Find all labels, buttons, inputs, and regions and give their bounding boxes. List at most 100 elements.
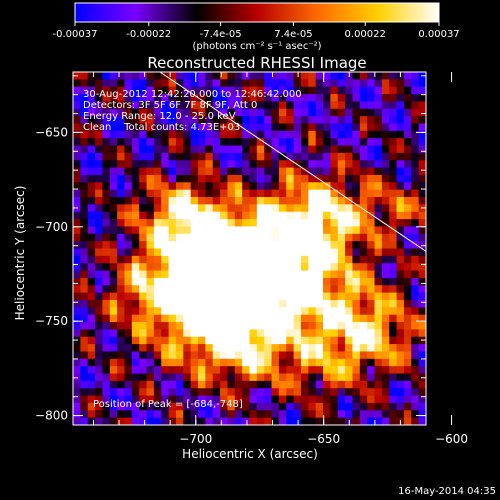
- heatmap-cell: [87, 314, 96, 323]
- heatmap-cell: [183, 116, 192, 124]
- heatmap-cell: [73, 130, 81, 139]
- heatmap-cell: [352, 351, 361, 360]
- heatmap-cell: [124, 373, 133, 382]
- heatmap-cell: [278, 233, 287, 242]
- heatmap-cell: [403, 270, 412, 279]
- heatmap-cell: [403, 292, 412, 301]
- heatmap-cell: [367, 292, 375, 301]
- heatmap-cell: [102, 248, 111, 257]
- heatmap-cell: [117, 160, 125, 168]
- heatmap-cell: [308, 167, 317, 176]
- heatmap-cell: [278, 322, 287, 330]
- heatmap-cell: [220, 160, 228, 168]
- heatmap-cell: [374, 130, 383, 139]
- heatmap-cell: [411, 108, 420, 117]
- heatmap-cell: [337, 329, 346, 338]
- heatmap-cell: [418, 336, 426, 345]
- heatmap-cell: [367, 373, 375, 382]
- heatmap-cell: [227, 285, 236, 294]
- heatmap-cell: [124, 329, 133, 338]
- heatmap-cell: [418, 219, 426, 227]
- heatmap-cell: [175, 130, 184, 139]
- heatmap-cell: [87, 358, 96, 367]
- heatmap-cell: [95, 299, 103, 308]
- heatmap-cell: [212, 160, 221, 168]
- heatmap-cell: [212, 329, 221, 338]
- heatmap-cell: [109, 299, 118, 308]
- heatmap-cell: [418, 138, 426, 146]
- heatmap-cell: [411, 145, 420, 154]
- heatmap-cell: [80, 314, 89, 323]
- heatmap-cell: [153, 307, 162, 316]
- heatmap-cell: [234, 248, 243, 257]
- heatmap-cell: [323, 138, 331, 146]
- heatmap-cell: [198, 299, 206, 308]
- heatmap-cell: [234, 402, 243, 411]
- heatmap-cell: [87, 138, 96, 146]
- heatmap-cell: [286, 241, 295, 249]
- heatmap-cell: [293, 233, 302, 242]
- heatmap-cell: [220, 388, 228, 396]
- heatmap-cell: [278, 86, 287, 95]
- heatmap-cell: [146, 255, 155, 264]
- heatmap-cell: [271, 167, 280, 176]
- heatmap-cell: [411, 307, 420, 316]
- heatmap-cell: [117, 314, 125, 323]
- heatmap-cell: [315, 248, 324, 257]
- heatmap-cell: [109, 388, 118, 396]
- heatmap-cell: [175, 417, 184, 425]
- heatmap-cell: [264, 101, 272, 110]
- heatmap-cell: [80, 366, 89, 374]
- heatmap-cell: [227, 94, 236, 102]
- heatmap-cell: [234, 322, 243, 330]
- heatmap-cell: [183, 329, 192, 338]
- heatmap-cell: [190, 277, 199, 286]
- heatmap-cell: [234, 329, 243, 338]
- heatmap-cell: [249, 226, 258, 235]
- heatmap-cell: [418, 226, 426, 235]
- heatmap-cell: [124, 263, 133, 271]
- heatmap-cell: [411, 72, 420, 80]
- heatmap-cell: [278, 226, 287, 235]
- heatmap-cell: [220, 226, 228, 235]
- heatmap-cell: [249, 219, 258, 227]
- heatmap-cell: [249, 358, 258, 367]
- heatmap-cell: [205, 263, 214, 271]
- heatmap-cell: [212, 277, 221, 286]
- heatmap-cell: [198, 94, 206, 102]
- heatmap-cell: [367, 189, 375, 198]
- heatmap-cell: [315, 138, 324, 146]
- heatmap-cell: [300, 366, 309, 374]
- heatmap-cell: [264, 241, 272, 249]
- heatmap-cell: [175, 123, 184, 132]
- heatmap-cell: [168, 197, 177, 205]
- heatmap-cell: [300, 138, 309, 146]
- heatmap-cell: [337, 152, 346, 161]
- heatmap-cell: [389, 211, 397, 220]
- heatmap-cell: [198, 233, 206, 242]
- heatmap-cell: [389, 307, 397, 316]
- heatmap-cell: [131, 263, 140, 271]
- heatmap-cell: [117, 174, 125, 183]
- heatmap-cell: [359, 182, 368, 191]
- colorbar-units: (photons cm⁻² s⁻¹ asec⁻²): [192, 41, 321, 52]
- heatmap-cell: [337, 138, 346, 146]
- heatmap-cell: [102, 417, 111, 425]
- heatmap-cell: [381, 270, 390, 279]
- heatmap-cell: [278, 189, 287, 198]
- heatmap-cell: [315, 182, 324, 191]
- heatmap-cell: [352, 336, 361, 345]
- heatmap-cell: [205, 226, 214, 235]
- heatmap-cell: [109, 167, 118, 176]
- heatmap-cell: [73, 336, 81, 345]
- heatmap-cell: [359, 358, 368, 367]
- heatmap-cell: [109, 204, 118, 213]
- heatmap-cell: [278, 402, 287, 411]
- heatmap-cell: [286, 145, 295, 154]
- heatmap-cell: [374, 299, 383, 308]
- heatmap-cell: [374, 123, 383, 132]
- heatmap-cell: [183, 101, 192, 110]
- heatmap-cell: [403, 388, 412, 396]
- heatmap-cell: [153, 329, 162, 338]
- heatmap-cell: [403, 211, 412, 220]
